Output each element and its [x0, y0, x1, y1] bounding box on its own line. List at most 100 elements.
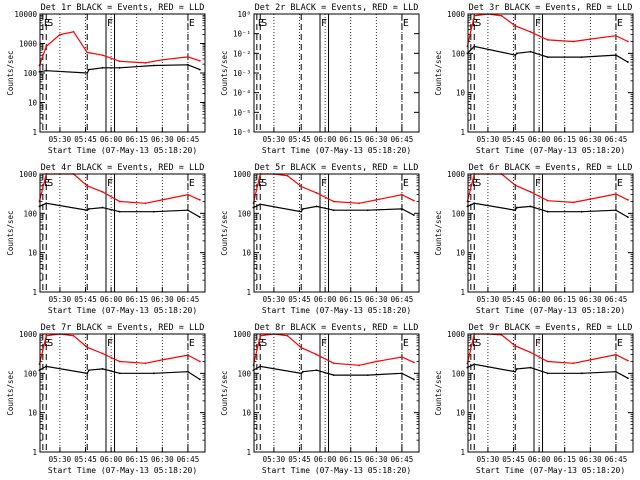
- data-point-lld: [589, 198, 592, 201]
- data-point-events: [152, 210, 155, 213]
- y-tick-label: 1000: [233, 330, 252, 339]
- x-tick-label: 05:30: [263, 295, 286, 304]
- x-tick-label: 06:45: [605, 135, 628, 144]
- y-tick-label: 10⁻⁵: [233, 108, 251, 117]
- data-point-lld: [572, 40, 575, 43]
- data-point-events: [516, 52, 518, 55]
- data-point-lld: [198, 59, 201, 62]
- x-tick-label: 06:45: [177, 455, 200, 464]
- data-point-lld: [161, 358, 164, 361]
- series-lld-line: [252, 333, 415, 366]
- data-point-lld: [187, 193, 189, 196]
- x-tick-label: 05:45: [502, 295, 525, 304]
- chart-title: Det 5r BLACK = Events, RED = LLD: [255, 163, 419, 173]
- data-point-lld: [546, 360, 549, 363]
- event-marker-label: F: [107, 18, 113, 29]
- y-tick-label: 10: [242, 409, 252, 418]
- event-marker-label: F: [321, 338, 327, 349]
- series-events-line: [467, 363, 629, 379]
- data-point-lld: [101, 54, 104, 57]
- data-point-events: [332, 209, 335, 212]
- y-tick-label: 100: [23, 369, 37, 378]
- x-tick-label: 05:30: [49, 295, 72, 304]
- x-tick-label: 06:00: [100, 135, 123, 144]
- x-tick-label: 06:45: [391, 295, 414, 304]
- y-tick-label: 1000: [447, 170, 466, 179]
- x-tick-label: 06:30: [579, 455, 602, 464]
- data-point-events: [118, 210, 121, 213]
- event-marker-label: E: [403, 18, 409, 29]
- data-point-events: [152, 372, 155, 375]
- data-point-lld: [514, 24, 517, 27]
- data-point-events: [580, 210, 583, 213]
- data-point-lld: [546, 38, 549, 41]
- x-tick-label: 06:15: [125, 295, 148, 304]
- x-tick-label: 05:30: [477, 455, 500, 464]
- event-marker-label: S: [261, 338, 267, 349]
- data-point-lld: [300, 185, 303, 188]
- series-events-line: [39, 64, 201, 74]
- series-events-line: [467, 202, 629, 218]
- data-point-lld: [572, 201, 575, 204]
- x-tick-label: 06:00: [314, 135, 337, 144]
- data-point-lld: [529, 351, 532, 354]
- event-marker-label: E: [44, 338, 50, 349]
- event-marker-label: F: [107, 178, 113, 189]
- data-point-events: [118, 66, 121, 69]
- data-point-events: [315, 369, 318, 372]
- data-point-lld: [118, 360, 121, 363]
- data-point-events: [514, 54, 517, 57]
- x-tick-label: 06:30: [365, 135, 388, 144]
- data-point-events: [198, 68, 201, 71]
- x-tick-label: 06:00: [100, 295, 123, 304]
- x-tick-label: 06:15: [339, 135, 362, 144]
- data-point-events: [473, 363, 476, 366]
- data-point-lld: [144, 202, 147, 205]
- data-point-lld: [332, 362, 335, 365]
- x-tick-label: 06:00: [314, 455, 337, 464]
- data-point-events: [101, 66, 104, 69]
- data-point-events: [412, 214, 415, 217]
- y-tick-label: 100: [451, 209, 465, 218]
- x-tick-label: 06:15: [553, 135, 576, 144]
- x-axis-label: Start Time (07-May-13 05:18:20): [476, 146, 625, 155]
- x-tick-label: 05:45: [74, 295, 97, 304]
- x-tick-label: 05:30: [263, 135, 286, 144]
- event-marker-label: F: [535, 338, 541, 349]
- chart-title: Det 8r BLACK = Events, RED = LLD: [255, 323, 419, 333]
- chart-panel-8: Det 8r BLACK = Events, RED = LLD Counts/s…: [220, 323, 420, 475]
- event-marker-label: S: [261, 178, 267, 189]
- data-point-events: [546, 372, 549, 375]
- x-tick-label: 06:45: [605, 295, 628, 304]
- data-point-events: [198, 216, 201, 219]
- y-tick-label: 1000: [233, 170, 252, 179]
- data-point-lld: [401, 356, 403, 358]
- data-point-events: [516, 367, 518, 370]
- data-point-events: [86, 372, 89, 375]
- data-point-events: [302, 207, 304, 210]
- chart-panel-7: Det 7r BLACK = Events, RED = LLD Counts/s…: [6, 323, 206, 475]
- data-point-events: [300, 372, 303, 375]
- plot-frame: [253, 13, 420, 133]
- data-point-events: [529, 50, 532, 53]
- data-point-lld: [514, 344, 517, 347]
- event-marker-label: S: [475, 338, 481, 349]
- data-point-events: [45, 365, 48, 368]
- x-tick-label: 05:30: [263, 455, 286, 464]
- y-tick-label: 10: [456, 249, 466, 258]
- plot-frame: [253, 173, 420, 293]
- data-point-events: [118, 372, 121, 375]
- data-point-lld: [161, 58, 164, 61]
- event-marker-label: E: [472, 178, 478, 189]
- data-point-lld: [401, 193, 403, 196]
- chart-panel-1: Det 1r BLACK = Events, RED = LLD Counts/s…: [6, 3, 206, 155]
- data-point-lld: [358, 364, 361, 367]
- x-tick-label: 06:30: [365, 455, 388, 464]
- x-tick-label: 05:30: [477, 295, 500, 304]
- y-tick-label: 10⁰: [237, 10, 251, 19]
- chart-title: Det 6r BLACK = Events, RED = LLD: [469, 163, 633, 173]
- x-tick-label: 05:45: [74, 455, 97, 464]
- event-marker-label: E: [189, 338, 195, 349]
- data-point-events: [580, 56, 583, 59]
- data-point-events: [516, 206, 518, 209]
